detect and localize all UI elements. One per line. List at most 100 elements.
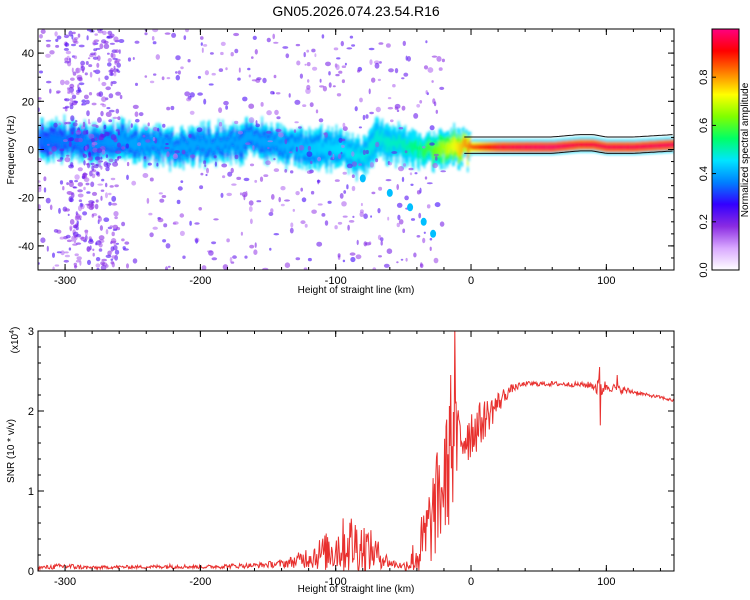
spectrogram-speckle [68,247,72,251]
spectrogram-speckle [107,30,113,35]
spectrogram-band-slice [663,142,665,148]
spectrogram-band-slice [569,142,572,149]
spectrogram-speckle [278,132,284,138]
spectrogram-speckle [100,110,104,117]
spectrogram-band-slice [61,136,63,152]
spectrogram-speckle [62,186,65,191]
spectrogram-speckle [238,67,241,73]
spectrogram-speckle [74,174,80,180]
spectrogram-speckle [245,190,248,197]
spectrogram-speckle [88,202,94,207]
spectrogram-speckle [121,146,126,150]
spectrogram-band-slice [576,142,579,148]
spectrogram-speckle [266,130,272,134]
spectrogram-speckle [396,261,399,264]
spectrogram-band-slice [387,137,389,153]
spectrogram-speckle [278,196,282,203]
spectrogram-band-slice [162,144,164,157]
y-tick-label: 20 [22,96,34,108]
spectrogram-speckle [103,40,109,45]
spectrogram-speckle [152,136,156,142]
spectrogram-speckle [237,77,241,81]
spectrogram-speckle [199,185,204,190]
spectrogram-speckle [111,195,117,202]
spectrogram-speckle [396,184,400,190]
spectrogram-band-slice [518,144,520,150]
spectrogram-speckle [349,252,356,256]
spectrogram-band-slice [124,138,127,151]
spectrogram-speckle [341,79,345,84]
spectrogram-speckle [398,166,404,172]
spectrogram-band-slice [207,135,209,151]
spectrogram-speckle [41,126,44,131]
spectrogram-band-slice [564,143,566,149]
spectrogram-speckle [157,127,160,132]
spectrogram-speckle [62,106,68,110]
spectrogram-band-slice [373,135,376,150]
spectrogram-speckle [56,159,63,162]
spectrogram-band-slice [216,136,219,146]
spectrogram-speckle [342,122,346,128]
spectrogram-speckle [100,156,103,160]
spectrogram-band-slice [192,140,194,155]
spectrogram-speckle [346,47,353,50]
spectrogram-speckle [110,134,117,141]
spectrogram-band-slice [140,136,143,147]
spectrogram-band-slice [423,147,426,159]
spectrogram-speckle [98,248,103,252]
spectrogram-speckle [80,236,86,241]
spectrogram-speckle [38,180,41,183]
spectrogram-speckle [380,237,384,242]
spectrogram-speckle [328,150,332,156]
spectrogram-speckle [208,83,214,86]
spectrogram-band-slice [150,142,152,152]
spectrogram-speckle [98,242,103,248]
spectrogram-speckle [106,36,111,39]
spectrogram-speckle [397,214,401,221]
spectrogram-band-slice [62,137,64,150]
spectrogram-speckle [272,33,276,40]
spectrogram-speckle [103,217,110,222]
spectrogram-speckle [116,227,121,231]
spectrogram-speckle [225,67,228,71]
spectrogram-band-slice [239,138,242,154]
spectrogram-speckle [155,54,160,60]
spectrogram-band-slice [293,142,296,155]
spectrogram-band-slice [328,140,331,151]
spectrogram-speckle [425,40,428,44]
spectrogram-band-slice [354,148,357,161]
spectrogram-band-slice [246,129,248,144]
spectrogram-speckle [378,255,382,258]
spectrogram-speckle [101,81,107,87]
spectrogram-speckle [429,246,432,251]
spectrogram-speckle [218,68,224,72]
spectrogram-speckle [234,48,239,54]
spectrogram-speckle [109,225,114,228]
spectrogram-speckle [310,160,313,165]
spectrogram-band-slice [403,137,405,149]
spectrogram-speckle [225,105,229,110]
spectrogram-speckle [45,53,51,58]
spectrogram-speckle [336,93,342,97]
spectrogram-speckle [243,177,250,182]
spectrogram-speckle [91,173,96,179]
spectrogram-band-slice [636,144,638,150]
spectrogram-speckle [166,151,170,158]
spectrogram-speckle [88,133,95,140]
spectrogram-speckle [312,66,318,71]
spectrogram-speckle [204,70,209,76]
spectrogram-band-slice [606,144,608,150]
spectrogram-speckle [179,213,185,218]
spectrogram-band-slice [173,146,175,157]
spectrogram-speckle [206,167,209,174]
spectrogram-band-slice [508,144,511,150]
spectrogram-speckle [73,102,76,105]
colorbar-ticks: 0.0 0.2 0.4 0.6 0.8 [698,70,716,278]
spectrogram-speckle [316,179,321,183]
spectrogram-band-slice [449,143,451,154]
spectrogram-speckle [104,75,109,81]
spectrogram-band-slice [195,140,197,149]
spectrogram-speckle [94,203,99,210]
spectrogram-speckle [322,85,327,92]
spectrogram-speckle [121,221,126,227]
